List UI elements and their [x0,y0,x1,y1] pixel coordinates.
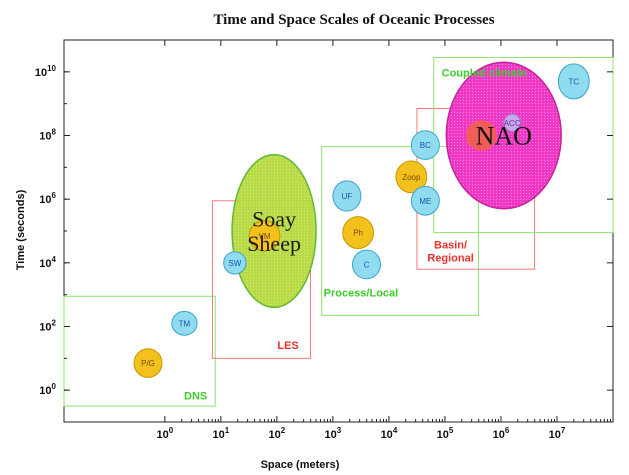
region-label-dns: DNS [184,391,207,403]
y-tick-label: 102 [39,319,56,334]
x-tick-label: 103 [325,426,342,441]
process-circle-tm [171,310,198,336]
process-label-bc: BC [420,141,431,150]
region-label-process-local: Process/Local [324,287,399,299]
y-tick-label: 1010 [35,64,57,79]
highlights-layer [231,61,562,309]
process-circle-vm [248,220,281,252]
x-tick-label: 102 [269,426,286,441]
process-label-p-g: P/G [141,359,155,368]
x-tick-label: 100 [156,426,173,441]
process-circle-acc [503,113,522,133]
process-circle-uf [332,180,362,212]
y-axis-label: Time (seconds) [15,189,27,270]
y-tick-label: 104 [39,255,56,270]
chart-title: Time and Space Scales of Oceanic Process… [213,12,494,28]
process-circle-bc [410,130,440,160]
nao-inner-ellipse [465,120,497,151]
highlight-ellipse-nao [445,61,562,210]
process-label-c: C [364,260,370,269]
y-axis-ticks: 100 102 104 106 108 1010 [35,39,613,423]
process-label-uf: UF [342,192,353,201]
region-box-dns [63,295,216,407]
region-label-les: LES [277,340,298,352]
highlight-label-nao: NAO [476,122,532,151]
process-circle-zoop [395,160,428,194]
y-tick-label: 106 [39,191,56,206]
x-tick-label: 106 [493,426,510,441]
process-label-sw: SW [228,259,241,268]
x-axis-ticks: 100 101 102 103 104 105 106 107 [156,40,611,441]
process-label-acc: ACC [504,119,521,128]
processes-layer: P/G TM SW VM UF Ph C Zoop BC ME TC ACC [133,63,590,378]
x-tick-label: 101 [213,426,230,441]
y-tick-label: 108 [39,128,56,143]
x-tick-label: 105 [437,426,454,441]
x-axis-label: Space (meters) [261,459,340,471]
process-circle-sw [223,251,247,275]
x-tick-label: 104 [381,426,398,441]
process-circle-ph [342,216,375,250]
region-label-basin-regional: Basin/Regional [427,240,473,265]
y-tick-label: 100 [39,382,56,397]
process-label-zoop: Zoop [402,173,421,182]
process-label-tc: TC [568,77,579,86]
process-circle-p-g [133,348,163,378]
region-box-process-local [321,146,480,316]
process-label-vm: VM [259,232,271,241]
process-label-me: ME [419,197,431,206]
process-circle-c [352,249,382,280]
process-label-ph: Ph [353,229,363,238]
process-label-tm: TM [179,319,191,328]
highlight-label-soay-sheep: Soay Sheep [247,207,301,256]
x-tick-label: 107 [549,426,566,441]
region-label-coupled-climate: Coupled climate [442,68,527,80]
labels-layer: DNS LES Process/Local Basin/Regional Coupled… [184,68,532,403]
process-circle-tc [557,63,590,100]
process-circle-me [410,185,440,216]
